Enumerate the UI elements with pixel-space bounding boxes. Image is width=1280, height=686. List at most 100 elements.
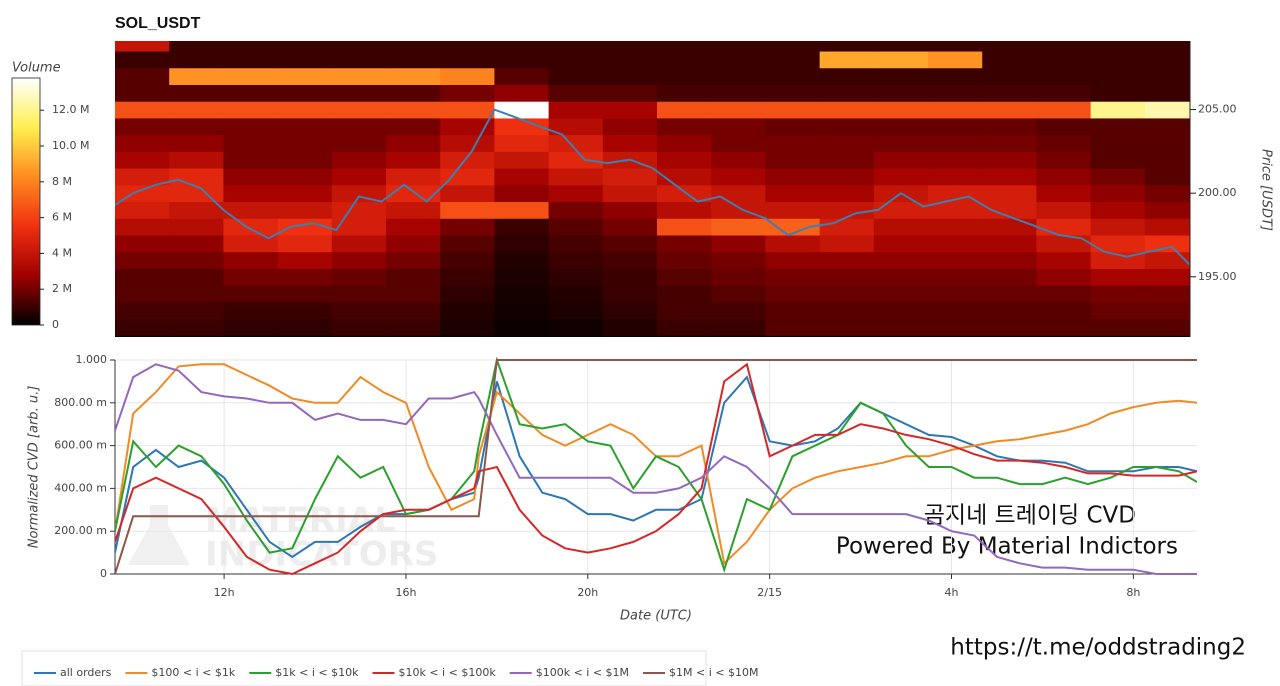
heat-cell — [440, 218, 495, 236]
heat-cell — [1144, 101, 1190, 119]
heat-cell — [1144, 117, 1190, 136]
heat-cell — [928, 41, 983, 52]
heat-cell — [548, 134, 604, 152]
heat-cell — [1144, 84, 1190, 102]
heat-cell — [657, 67, 712, 85]
heat-cell — [494, 251, 550, 269]
y-axis-title: Price [USDT] — [1259, 149, 1274, 231]
heat-cell — [548, 251, 604, 269]
heat-cell — [494, 168, 550, 186]
colorbar-tick-label: 6 M — [52, 211, 72, 224]
heat-cell — [115, 251, 170, 269]
heat-cell — [765, 234, 821, 253]
heat-cell — [1036, 268, 1092, 286]
heat-cell — [1144, 301, 1190, 320]
heat-cell — [386, 51, 441, 69]
heat-cell — [765, 151, 821, 169]
heat-cell — [331, 51, 387, 69]
url: https://t.me/oddstrading2 — [950, 635, 1246, 661]
heat-cell — [115, 285, 170, 303]
heat-cell — [331, 285, 387, 303]
heat-cell — [1036, 41, 1092, 52]
heat-cell — [223, 285, 279, 303]
heat-cell — [115, 268, 170, 286]
y-tick-label: 0 — [100, 567, 107, 580]
heat-cell — [928, 134, 983, 152]
heat-cell — [982, 67, 1037, 85]
heat-cell — [873, 168, 929, 186]
heat-cell — [548, 318, 604, 336]
heat-cell — [494, 201, 550, 219]
heat-cell — [548, 234, 604, 253]
y-tick-label: 1.000 — [76, 353, 108, 366]
heat-cell — [494, 101, 550, 119]
y-tick-label: 205.00 — [1198, 103, 1237, 116]
heat-cell — [657, 251, 712, 269]
heat-cell — [602, 51, 658, 69]
heat-cell — [982, 51, 1037, 69]
heat-cell — [494, 318, 550, 336]
heat-cell — [331, 117, 387, 136]
heat-cell — [494, 41, 550, 52]
heat-cell — [277, 318, 333, 336]
cvd-line — [115, 356, 1197, 573]
heat-cell — [386, 201, 441, 219]
heat-cell — [331, 168, 387, 186]
heat-cell — [928, 301, 983, 320]
heat-cell — [982, 268, 1037, 286]
heat-cell — [494, 134, 550, 152]
heat-cell — [223, 84, 279, 102]
heat-cell — [277, 268, 333, 286]
heat-cell — [928, 168, 983, 186]
heat-cell — [494, 151, 550, 169]
heat-cell — [602, 84, 658, 102]
heat-cell — [331, 218, 387, 236]
heat-cell — [169, 218, 224, 236]
heat-cell — [277, 301, 333, 320]
heat-cell — [819, 218, 875, 236]
heat-cell — [711, 151, 766, 169]
heat-cell — [819, 268, 875, 286]
heat-cell — [765, 117, 821, 136]
heat-cell — [440, 318, 495, 336]
heat-cell — [115, 134, 170, 152]
heat-cell — [928, 218, 983, 236]
heat-cell — [711, 285, 766, 303]
heat-cell — [1144, 251, 1190, 269]
heat-cell — [440, 51, 495, 69]
heat-cell — [223, 184, 279, 203]
colorbar-tick-label: 10.0 M — [52, 139, 89, 152]
heat-cell — [115, 84, 170, 102]
heat-cell — [873, 84, 929, 102]
heat-cell — [331, 41, 387, 52]
heat-cell — [711, 318, 766, 336]
heat-cell — [657, 285, 712, 303]
heat-cell — [819, 117, 875, 136]
heat-cell — [602, 268, 658, 286]
heat-cell — [169, 318, 224, 336]
heat-cell — [548, 151, 604, 169]
heat-cell — [331, 134, 387, 152]
heat-cell — [115, 184, 170, 203]
legend-label: $1M < i < $10M — [669, 666, 758, 679]
heat-cell — [982, 151, 1037, 169]
heat-cell — [115, 67, 170, 85]
heat-cell — [277, 218, 333, 236]
watermark-text: INDICATORS — [205, 535, 438, 575]
heat-cell — [277, 251, 333, 269]
heat-cell — [1036, 218, 1092, 236]
heat-cell — [765, 285, 821, 303]
heat-cell — [331, 268, 387, 286]
heat-cell — [223, 134, 279, 152]
heat-cell — [1144, 318, 1190, 336]
heat-cell — [223, 234, 279, 253]
y-axis-title: Normalized CVD [arb. u.] — [27, 386, 42, 549]
heat-cell — [602, 184, 658, 203]
colorbar-tick-label: 2 M — [52, 282, 72, 295]
heat-cell — [1144, 134, 1190, 152]
heat-cell — [440, 168, 495, 186]
heat-cell — [169, 84, 224, 102]
heat-cell — [1090, 84, 1146, 102]
heat-cell — [223, 101, 279, 119]
heat-cell — [440, 268, 495, 286]
